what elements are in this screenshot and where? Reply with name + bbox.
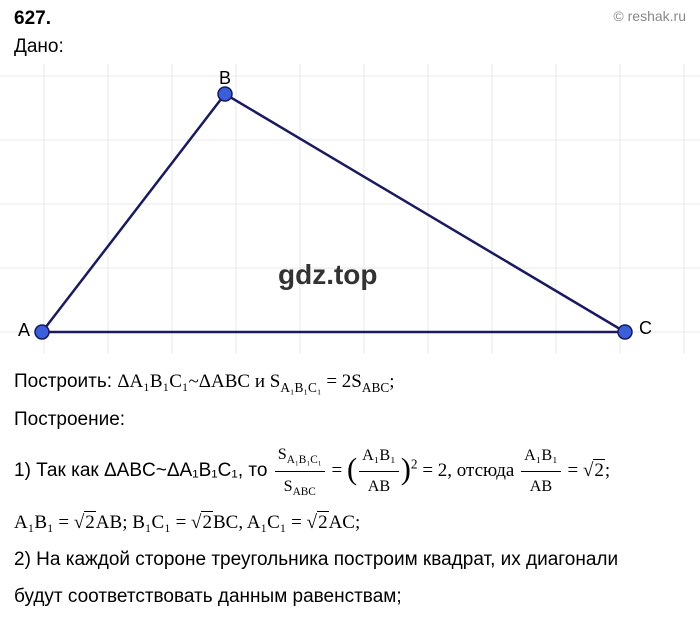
frac-ab2: A₁B₁AB (521, 441, 561, 502)
step1-line: 1) Так как ΔABC~ΔA₁B₁C₁, то SA₁B₁C₁SABC … (14, 440, 686, 503)
step1b-math: A₁B₁ = 2AB; B₁C₁ = 2BC, A₁C₁ = 2AC; (14, 512, 360, 533)
step1b-line: A₁B₁ = 2AB; B₁C₁ = 2BC, A₁C₁ = 2AC; (14, 505, 686, 540)
frac-ab: A₁B₁AB (359, 441, 399, 502)
construct-math: ΔA₁B₁C₁~ΔABC и SA₁B₁C₁ = 2SABC; (117, 371, 394, 392)
diagram: A B C gdz.top (0, 64, 700, 354)
header: 627. © reshak.ru (0, 0, 700, 32)
construct-prefix: Построить: (14, 371, 117, 392)
sqrt-icon: 2 (191, 505, 213, 540)
given-label: Дано: (0, 32, 700, 64)
step1-math: SA₁B₁C₁SABC = (A₁B₁AB)2 = 2, отсюда A₁B₁… (273, 460, 610, 481)
vertex-label-a: A (18, 320, 30, 341)
construct-line: Построить: ΔA₁B₁C₁~ΔABC и SA₁B₁C₁ = 2SAB… (14, 364, 686, 400)
sqrt-icon: 2 (74, 505, 96, 540)
solution: Построить: ΔA₁B₁C₁~ΔABC и SA₁B₁C₁ = 2SAB… (0, 354, 700, 614)
problem-number: 627. (14, 8, 51, 30)
watermark-top: © reshak.ru (613, 8, 686, 24)
construction-label: Построение: (14, 402, 686, 437)
step1-prefix: 1) Так как ΔABC~ΔA₁B₁C₁, то (14, 460, 273, 481)
step2-line: 2) На каждой стороне треугольника постро… (14, 542, 686, 577)
sqrt-icon: 2 (583, 453, 605, 488)
sqrt-icon: 2 (307, 505, 329, 540)
step2b-line: будут соответствовать данным равенствам; (14, 579, 686, 614)
vertex-label-b: B (219, 68, 231, 89)
diagram-svg (0, 64, 700, 354)
vertex-label-c: C (639, 318, 652, 339)
frac-s: SA₁B₁C₁SABC (275, 440, 325, 503)
